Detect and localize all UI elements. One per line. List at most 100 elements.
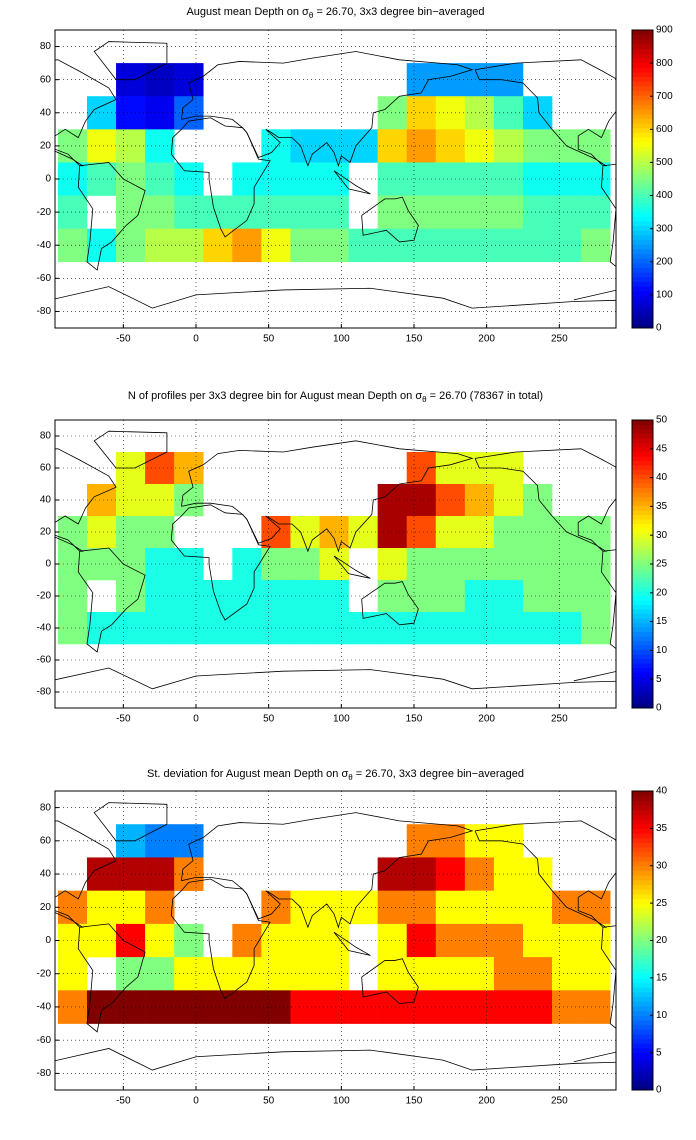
colorbar-step: [632, 318, 653, 324]
colorbar-step: [632, 805, 653, 811]
cells: [57, 452, 611, 645]
bin-cell: [232, 612, 262, 645]
bin-cell: [116, 990, 146, 1024]
colorbar-step: [632, 1047, 653, 1054]
bin-cell: [493, 548, 524, 581]
colorbar-step: [632, 800, 653, 806]
colorbar-step: [632, 451, 653, 457]
colorbar-step: [632, 234, 653, 241]
bin-cell: [57, 162, 88, 196]
bin-cell: [232, 228, 262, 263]
colorbar-step: [632, 81, 653, 87]
bin-cell: [435, 484, 466, 517]
bin-cell: [57, 195, 88, 229]
colorbar-step: [632, 982, 653, 988]
plot-frame: [54, 419, 617, 709]
bin-cell: [493, 612, 524, 645]
colorbar-tick-label: 25: [656, 898, 668, 909]
bin-cell: [435, 63, 466, 97]
bin-cell: [261, 548, 291, 581]
colorbar-tick-label: 20: [656, 587, 668, 598]
bin-cell: [552, 957, 582, 991]
colorbar-step: [632, 510, 653, 515]
coastline: [170, 878, 271, 1000]
colorbar-step: [632, 879, 653, 885]
colorbar-step: [632, 1061, 653, 1068]
colorbar-tick-label: 600: [656, 124, 673, 135]
colorbar-tick-label: 200: [656, 256, 673, 267]
bin-cell: [261, 516, 291, 549]
colorbar-step: [632, 640, 653, 646]
title-part: θ: [348, 773, 353, 782]
bin-cell: [57, 612, 88, 645]
colorbar-step: [632, 442, 653, 448]
colorbar-step: [632, 926, 653, 932]
bin-cell: [377, 580, 408, 613]
bin-cell: [261, 890, 291, 925]
colorbar-step: [632, 681, 653, 686]
y-tick-label: -40: [37, 1002, 52, 1013]
colorbar-step: [632, 528, 653, 533]
y-tick-label: 0: [45, 174, 51, 185]
colorbar-step: [632, 267, 653, 273]
bin-cell: [232, 957, 262, 991]
bin-cell: [116, 857, 146, 891]
bin-cell: [493, 162, 524, 196]
bin-cell: [57, 228, 88, 263]
colorbar-step: [632, 501, 653, 506]
coastline: [617, 803, 690, 841]
colorbar-step: [632, 151, 653, 157]
colorbar-tick-label: 800: [656, 58, 673, 69]
bin-cell: [552, 990, 582, 1024]
colorbar-step: [632, 690, 653, 695]
colorbar-step: [632, 230, 653, 236]
colorbar-step: [632, 447, 653, 452]
coastline: [361, 196, 419, 243]
colorbar-step: [632, 546, 653, 551]
bin-cell: [261, 228, 291, 263]
colorbar-step: [632, 239, 653, 245]
colorbar-step: [632, 573, 653, 578]
panel: August mean Depth on σθ = 26.70, 3x3 deg…: [37, 6, 674, 345]
x-tick-label: 100: [333, 334, 350, 345]
colorbar-step: [632, 281, 653, 287]
bin-cell: [232, 195, 262, 229]
colorbar-step: [632, 183, 653, 189]
bin-cell: [232, 923, 262, 958]
colorbar-step: [632, 272, 653, 278]
colorbar-step: [632, 959, 653, 965]
coastline: [55, 667, 616, 690]
colorbar-step: [632, 309, 653, 315]
colorbar-step: [632, 438, 653, 443]
bin-cell: [261, 990, 291, 1024]
colorbar-step: [632, 577, 653, 583]
colorbar-tick-label: 20: [656, 935, 668, 946]
colorbar-step: [632, 290, 653, 296]
colorbar-step: [632, 314, 653, 320]
colorbar-step: [632, 216, 653, 222]
colorbar-step: [632, 1005, 653, 1012]
colorbar-tick-label: 0: [656, 1085, 662, 1096]
colorbar-tick-label: 35: [656, 823, 668, 834]
coastline: [333, 170, 371, 195]
bin-cell: [552, 548, 582, 581]
x-tick-label: 50: [263, 1096, 275, 1107]
colorbar-step: [632, 791, 653, 797]
title-part: August mean Depth on σ: [186, 6, 309, 18]
colorbar-step: [632, 645, 653, 650]
colorbar-tick-label: 10: [656, 645, 668, 656]
bin-cell: [493, 957, 524, 991]
colorbar-step: [632, 814, 653, 820]
colorbar-step: [632, 921, 653, 927]
y-tick-label: 80: [40, 41, 52, 52]
colorbar-step: [632, 917, 653, 923]
chart-title: N of profiles per 3x3 degree bin for Aug…: [128, 390, 543, 404]
coastline: [361, 581, 419, 626]
x-tick-label: 150: [406, 1096, 423, 1107]
colorbar-step: [632, 48, 653, 54]
bin-cell: [552, 580, 582, 613]
colorbar-tick-label: 900: [656, 25, 673, 36]
colorbar-step: [632, 1010, 653, 1016]
colorbar-step: [632, 420, 653, 425]
x-tick-label: 50: [263, 334, 275, 345]
